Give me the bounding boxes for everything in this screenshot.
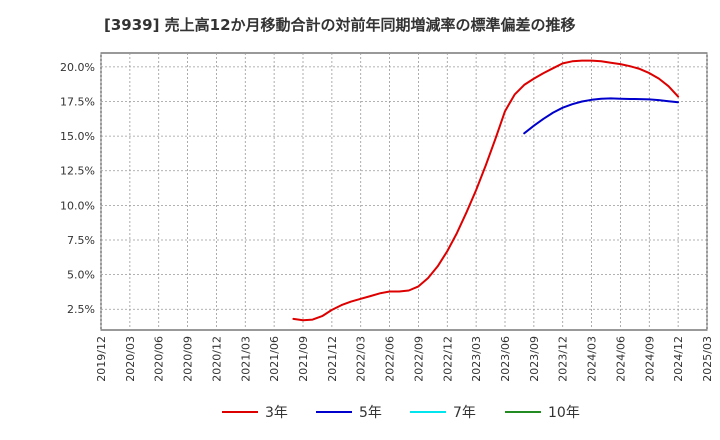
x-tick-label: 2020/03	[124, 336, 137, 382]
x-tick-label: 2022/09	[412, 336, 425, 382]
plot-area	[100, 52, 708, 331]
x-tick-label: 2020/06	[153, 336, 166, 382]
y-axis: 2.5% 5.0% 7.5% 10.0% 12.5% 15.0% 17.5% 20.0%	[60, 61, 95, 316]
y-tick-label: 7.5%	[67, 234, 95, 247]
x-tick-label: 2022/12	[441, 336, 454, 382]
grid	[100, 53, 708, 330]
x-tick-label: 2020/09	[182, 336, 195, 382]
series-lines	[292, 59, 680, 322]
series-line-3年	[292, 59, 680, 322]
x-axis: 2019/12 2020/03 2020/06 2020/09 2020/12 2021/…	[95, 336, 714, 382]
legend-label-7年: 7年	[453, 405, 476, 421]
x-tick-label: 2021/09	[297, 336, 310, 382]
y-tick-label: 2.5%	[67, 303, 95, 316]
y-tick-label: 10.0%	[60, 199, 95, 212]
legend-label-5年: 5年	[359, 405, 382, 421]
x-tick-label: 2022/03	[355, 336, 368, 382]
chart-title: [3939] 売上高12か月移動合計の対前年同期増減率の標準偏差の推移	[104, 16, 576, 34]
y-tick-label: 5.0%	[67, 269, 95, 282]
legend-label-10年: 10年	[548, 405, 580, 421]
x-tick-label: 2023/06	[499, 336, 512, 382]
x-tick-label: 2025/03	[701, 336, 714, 382]
legend-label-3年: 3年	[265, 405, 288, 421]
x-tick-label: 2019/12	[95, 336, 108, 382]
x-tick-label: 2020/12	[210, 336, 223, 382]
x-tick-label: 2023/03	[470, 336, 483, 382]
x-tick-label: 2021/06	[268, 336, 281, 382]
y-tick-label: 15.0%	[60, 130, 95, 143]
x-tick-label: 2024/12	[672, 336, 685, 382]
x-tick-label: 2023/09	[528, 336, 541, 382]
x-tick-label: 2024/03	[586, 336, 599, 382]
y-tick-label: 12.5%	[60, 165, 95, 178]
series-line-5年	[523, 97, 680, 135]
y-tick-label: 17.5%	[60, 95, 95, 108]
x-tick-label: 2022/06	[384, 336, 397, 382]
x-tick-label: 2021/03	[239, 336, 252, 382]
legend: 3年 5年 7年 10年	[222, 405, 580, 421]
x-tick-label: 2024/06	[614, 336, 627, 382]
y-tick-label: 20.0%	[60, 61, 95, 74]
x-tick-label: 2021/12	[326, 336, 339, 382]
x-tick-label: 2024/09	[643, 336, 656, 382]
x-tick-label: 2023/12	[557, 336, 570, 382]
